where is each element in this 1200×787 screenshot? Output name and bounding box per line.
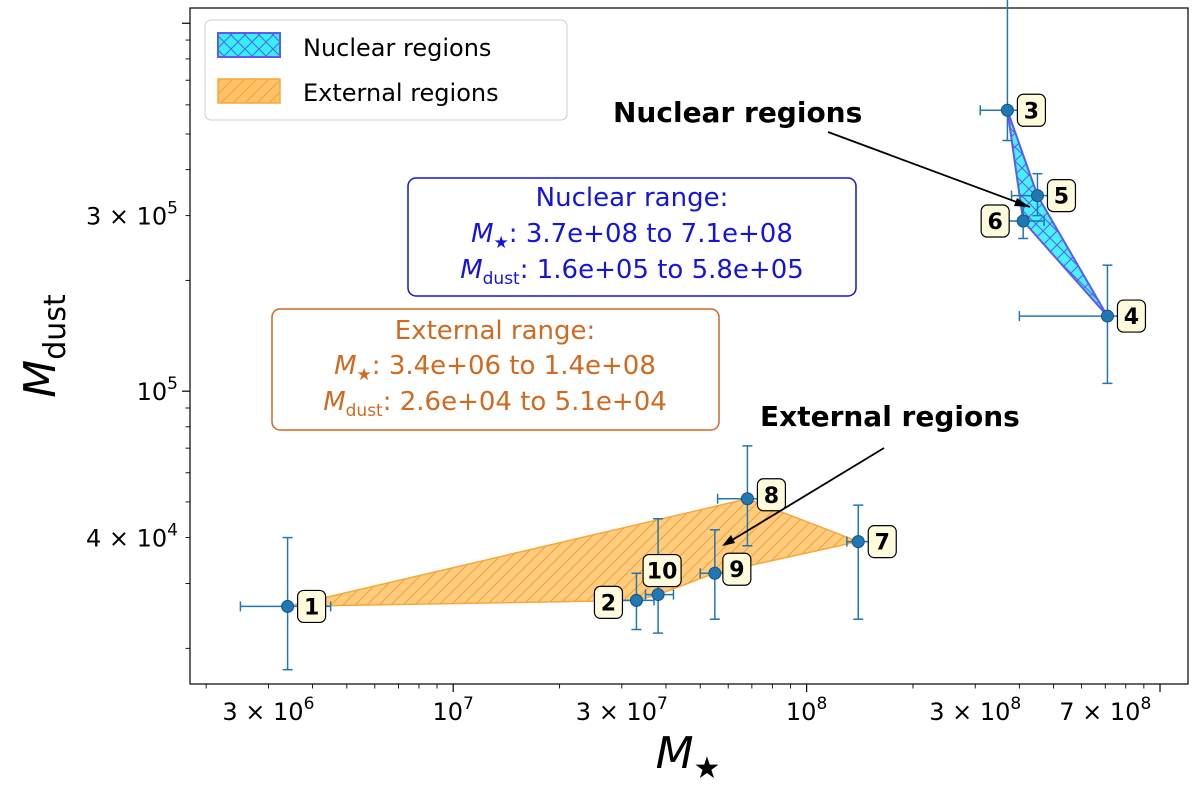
nuclear-range-mdust: Mdust: 1.6e+05 to 5.8e+05	[460, 255, 804, 289]
data-point-10	[651, 588, 665, 602]
x-tick-label: 107	[433, 694, 474, 726]
legend-hatch-external	[218, 79, 280, 103]
nuclear-arrow-head	[1014, 198, 1030, 207]
svg-text:3: 3	[1024, 99, 1039, 124]
legend-frame	[204, 19, 568, 121]
svg-text:8: 8	[764, 484, 779, 509]
svg-text:10: 10	[647, 560, 678, 585]
external-range-mdust: Mdust: 2.6e+04 to 5.1e+04	[323, 387, 667, 421]
y-axis-label: Mdust	[15, 294, 73, 398]
nuclear-annotation: Nuclear regions	[613, 96, 862, 129]
data-points: 1 2 3 4 5 6 7 8 9 10	[281, 93, 1147, 624]
svg-text:5: 5	[1054, 185, 1069, 210]
legend-label-nuclear: Nuclear regions	[303, 34, 491, 62]
external-mstar-value: : 3.4e+06 to 1.4e+08	[372, 351, 656, 381]
svg-text:1: 1	[304, 595, 319, 620]
y-tick-label: 4 × 104	[86, 521, 178, 553]
y-axis-label-base: M	[15, 360, 66, 398]
nuclear-mdust-value: : 1.6e+05 to 5.8e+05	[520, 255, 804, 285]
x-tick-label: 108	[786, 694, 827, 726]
external-annotation: External regions	[760, 400, 1020, 433]
data-point-8	[740, 492, 754, 506]
nuclear-range-box	[407, 177, 857, 297]
x-axis-label-sub: ★	[694, 751, 721, 786]
external-annotation-arrow	[723, 447, 885, 546]
x-axis-label: M★	[656, 728, 721, 786]
point-label-5: 5	[1046, 179, 1077, 213]
data-point-6	[1016, 214, 1030, 228]
external-region-hatch	[287, 498, 859, 607]
legend-hatch-nuclear	[218, 33, 280, 57]
data-point-7	[851, 535, 865, 549]
nuclear-annotation-arrow	[827, 131, 1031, 208]
x-tick-label: 7 × 108	[1059, 694, 1151, 726]
svg-text:9: 9	[729, 558, 744, 583]
point-label-9: 9	[722, 552, 752, 586]
point-label-7: 7	[867, 525, 897, 559]
data-point-5	[1030, 189, 1044, 203]
legend-label-external: External regions	[303, 79, 499, 107]
svg-text:2: 2	[601, 591, 616, 616]
external-range-mstar: M★: 3.4e+06 to 1.4e+08	[334, 351, 656, 385]
nuclear-range-mstar: M★: 3.7e+08 to 7.1e+08	[471, 219, 793, 253]
data-point-9	[708, 566, 722, 580]
data-point-1	[281, 599, 295, 613]
y-tick-label: 105	[137, 374, 178, 406]
point-label-2: 2	[593, 585, 624, 619]
point-label-6: 6	[980, 204, 1010, 238]
nuclear-region-hatch	[1007, 110, 1108, 317]
y-tick-label: 3 × 105	[86, 199, 178, 231]
nuclear-range-title: Nuclear range:	[536, 183, 729, 213]
data-point-3	[1000, 103, 1014, 117]
point-label-4: 4	[1116, 299, 1147, 333]
legend: Nuclear regions External regions	[204, 19, 568, 121]
data-point-2	[629, 593, 643, 607]
svg-text:7: 7	[875, 531, 890, 556]
x-axis-label-base: M	[656, 728, 694, 779]
point-label-10: 10	[642, 553, 682, 588]
svg-text:4: 4	[1124, 305, 1139, 330]
nuclear-mstar-value: : 3.7e+08 to 7.1e+08	[509, 219, 793, 249]
external-range-box	[271, 308, 720, 431]
x-tick-label: 3 × 107	[576, 694, 668, 726]
external-mdust-value: : 2.6e+04 to 5.1e+04	[383, 387, 667, 417]
svg-text:6: 6	[988, 210, 1003, 235]
data-point-4	[1100, 309, 1114, 323]
point-label-3: 3	[1016, 93, 1047, 127]
point-label-8: 8	[756, 478, 787, 512]
y-axis-label-sub: dust	[38, 294, 73, 360]
external-range-title: External range:	[395, 316, 596, 346]
point-label-1: 1	[297, 589, 327, 624]
x-tick-label: 3 × 108	[929, 694, 1021, 726]
x-tick-label: 3 × 106	[222, 694, 314, 726]
external-arrow-head	[722, 535, 735, 546]
